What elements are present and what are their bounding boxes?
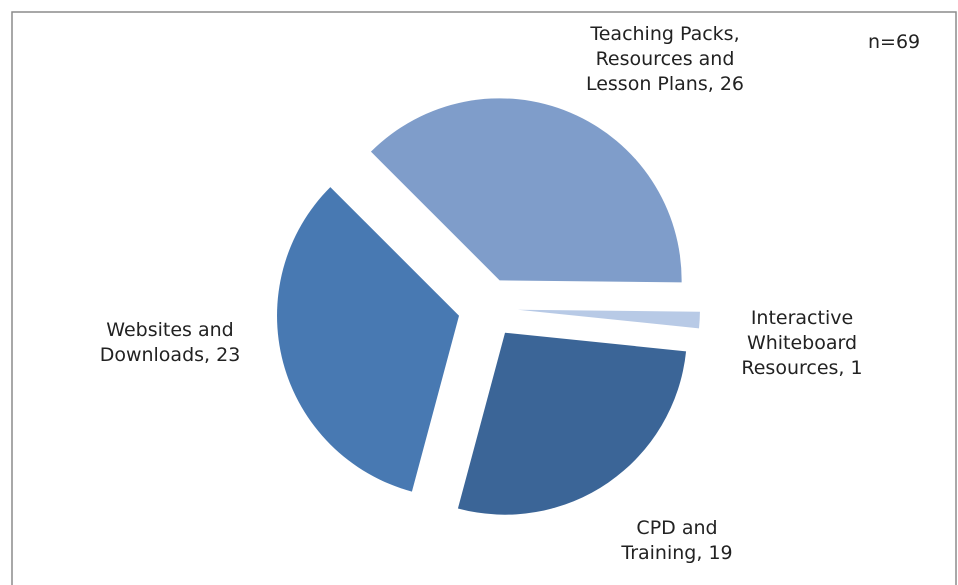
pie-slice (277, 187, 460, 492)
data-label: CPD and Training, 19 (612, 516, 742, 566)
label-text: Websites and Downloads, (99, 319, 234, 366)
data-label: Teaching Packs, Resources and Lesson Pla… (585, 22, 745, 97)
pie-slice (370, 98, 682, 283)
label-text: Teaching Packs, Resources and Lesson Pla… (585, 23, 740, 95)
label-text: CPD and Training, (621, 517, 718, 564)
pie-slice (457, 332, 687, 515)
annotation: n=69 (868, 31, 921, 53)
pie-slice (517, 309, 700, 329)
label-value: 26 (719, 73, 745, 95)
data-label: Websites and Downloads, 23 (85, 318, 255, 368)
data-label: Interactive Whiteboard Resources, 1 (722, 306, 882, 381)
label-value: 23 (216, 344, 241, 366)
label-value: 1 (850, 357, 863, 379)
label-value: 19 (708, 542, 733, 564)
label-text: Interactive Whiteboard Resources, (741, 307, 858, 379)
